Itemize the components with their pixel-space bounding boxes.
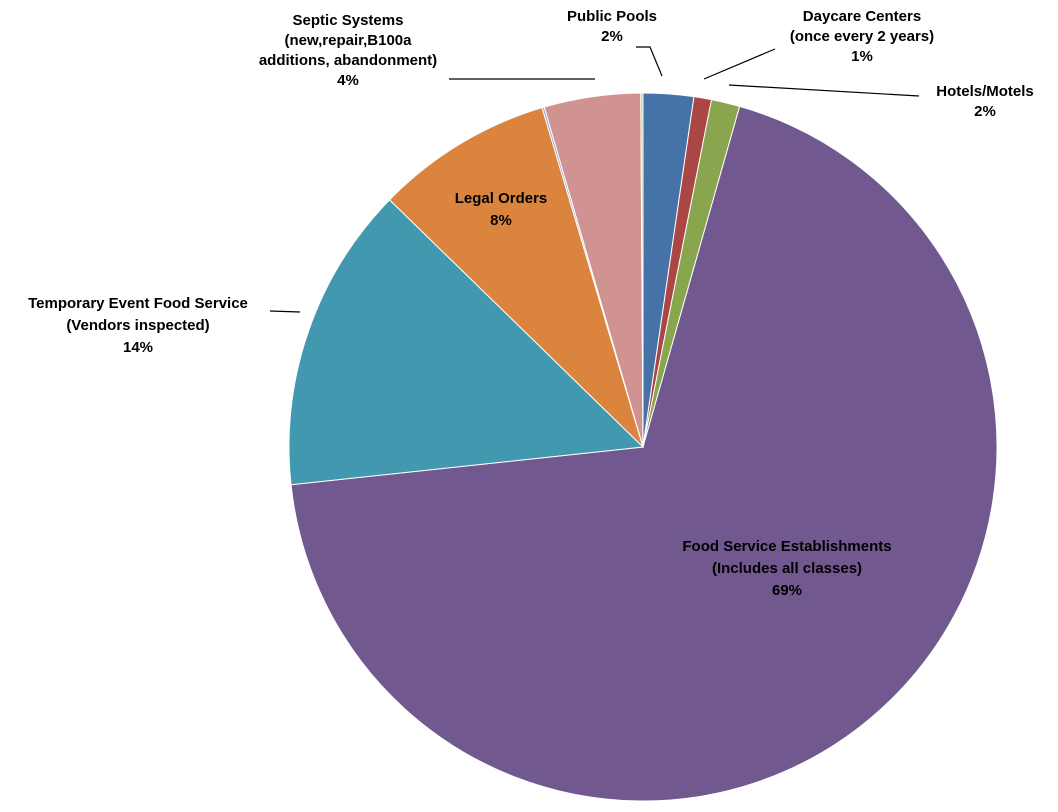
slice-percent: 14% [123, 339, 153, 356]
slice-percent: 2% [974, 103, 996, 120]
leader-line-temporary-event-food-service [269, 310, 301, 313]
slice-label-line: (once every 2 years) [790, 28, 934, 45]
slice-label-line: (Includes all classes) [712, 560, 862, 577]
slice-label-line: (new,repair,B100a [284, 32, 412, 49]
slice-label-legal-orders: Legal Orders 8% [455, 190, 548, 229]
slice-label-line: Legal Orders [455, 190, 548, 207]
slice-percent: 69% [772, 582, 802, 599]
slice-label-line: Septic Systems [293, 12, 404, 29]
slice-label-line: (Vendors inspected) [66, 317, 209, 334]
slice-label-line: additions, abandonment) [259, 52, 437, 69]
pie-slice-temporary-event-food-service [288, 199, 645, 486]
pie-slice-other [640, 92, 644, 448]
pie-slice-food-service-establishments [290, 105, 998, 802]
slice-percent: 2% [601, 28, 623, 45]
slice-label-daycare-centers: Daycare Centers (once every 2 years) 1% [790, 8, 934, 65]
slice-label-line: Daycare Centers [803, 8, 921, 25]
slice-label-public-pools: Public Pools 2% [567, 8, 657, 45]
slice-label-food-service-establishments: Food Service Establishments (Includes all… [682, 538, 891, 599]
leader-line-public-pools [636, 46, 663, 77]
pie-slices [288, 92, 998, 802]
slice-label-hotels-motels: Hotels/Motels 2% [936, 83, 1034, 120]
slice-label-line: Hotels/Motels [936, 83, 1034, 100]
slice-label-line: Public Pools [567, 8, 657, 25]
pie-slice-legal-orders [388, 107, 645, 449]
slice-label-septic-systems: Septic Systems (new,repair,B100a additions… [259, 12, 437, 89]
slice-label-line: Food Service Establishments [682, 538, 891, 555]
slice-percent: 1% [851, 48, 873, 65]
slice-percent: 4% [337, 72, 359, 89]
slice-labels: Public Pools 2% Daycare Centers (once every… [28, 8, 1034, 599]
leader-line-hotels-motels [728, 84, 920, 97]
slice-label-line: Temporary Event Food Service [28, 295, 248, 312]
leader-line-daycare-centers [703, 48, 776, 80]
leader-lines [269, 46, 920, 313]
slice-label-temporary-event-food-service: Temporary Event Food Service (Vendors ins… [28, 295, 248, 356]
slice-percent: 8% [490, 212, 512, 229]
